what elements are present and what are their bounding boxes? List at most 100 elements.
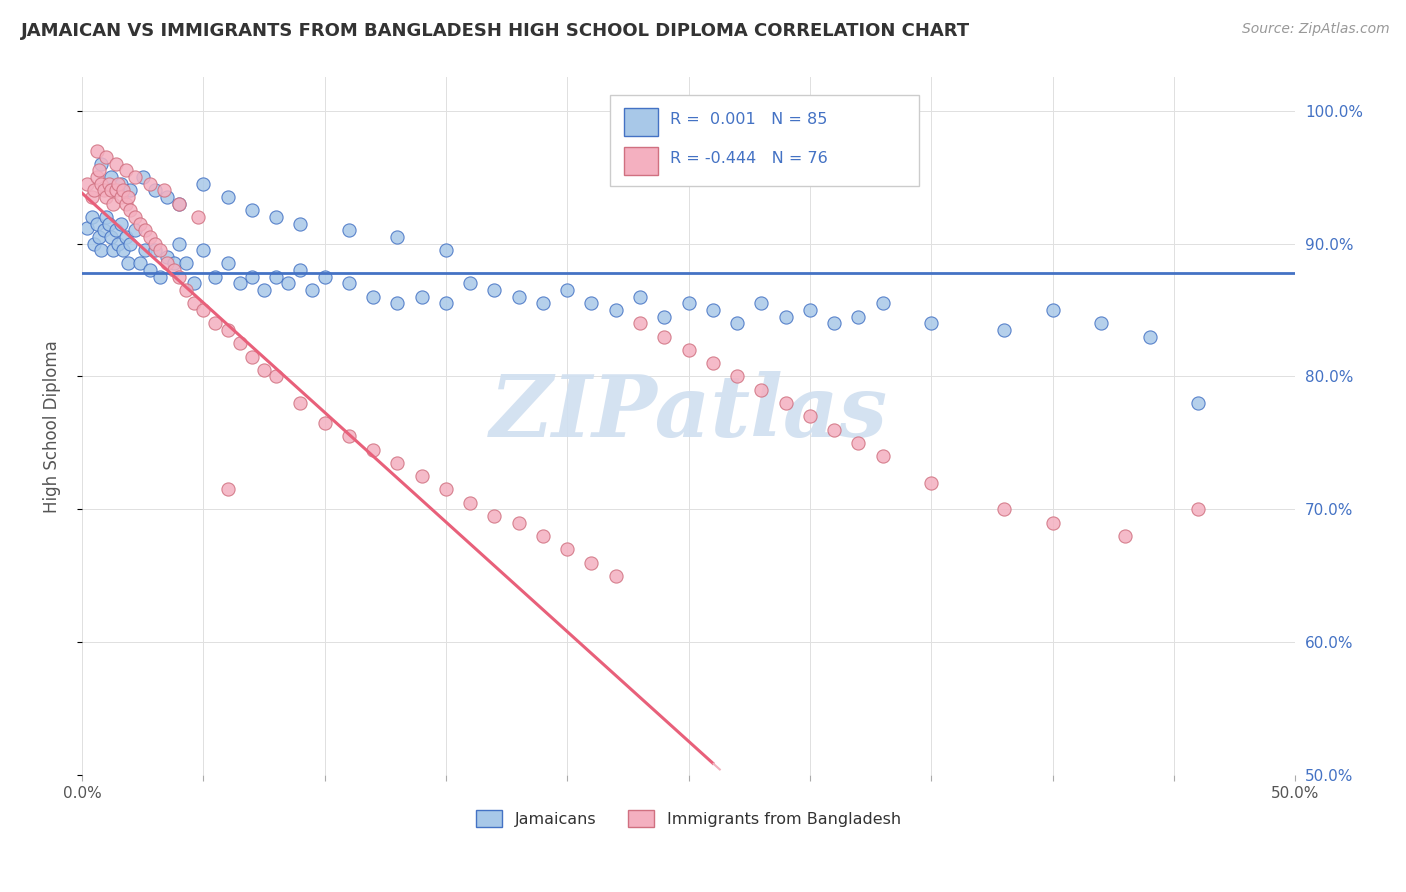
Point [174, 283, 197, 297]
Point [114, 163, 136, 178]
Point [484, 508, 506, 523]
Point [134, 243, 156, 257]
Point [93, 183, 115, 197]
Point [120, 183, 142, 197]
Point [799, 409, 821, 424]
Point [993, 323, 1015, 337]
Bar [624, 108, 658, 136]
Point [80, 210, 103, 224]
Point [90, 157, 112, 171]
Point [97, 177, 120, 191]
Point [143, 183, 166, 197]
Point [139, 230, 162, 244]
Point [96, 190, 118, 204]
Point [484, 283, 506, 297]
Point [86, 144, 108, 158]
Point [1114, 529, 1136, 543]
Point [129, 256, 152, 270]
Point [228, 336, 250, 351]
Point [100, 230, 122, 244]
Point [290, 396, 312, 410]
Point [387, 230, 409, 244]
Point [134, 223, 156, 237]
Point [86, 217, 108, 231]
Point [411, 290, 433, 304]
Point [264, 269, 287, 284]
Point [114, 196, 136, 211]
Point [93, 223, 115, 237]
Point [678, 343, 700, 357]
Point [531, 296, 554, 310]
Text: R = -0.444   N = 76: R = -0.444 N = 76 [671, 151, 828, 166]
Point [110, 190, 132, 204]
Point [361, 442, 384, 457]
Point [83, 183, 105, 197]
Point [156, 256, 179, 270]
Point [1187, 396, 1209, 410]
Point [90, 243, 112, 257]
Point [337, 223, 360, 237]
Point [264, 210, 287, 224]
Point [87, 230, 110, 244]
Point [411, 469, 433, 483]
Point [628, 290, 651, 304]
Point [76, 220, 98, 235]
Point [253, 363, 276, 377]
Point [555, 283, 578, 297]
Point [193, 303, 215, 318]
Point [104, 183, 127, 197]
Point [628, 316, 651, 330]
Point [749, 296, 772, 310]
Point [163, 256, 186, 270]
Point [434, 296, 457, 310]
Text: ZIPatlas: ZIPatlas [489, 370, 887, 454]
Point [228, 277, 250, 291]
Point [204, 316, 226, 330]
Point [458, 496, 481, 510]
Point [143, 243, 166, 257]
Point [167, 269, 190, 284]
Point [652, 310, 675, 324]
Point [129, 217, 152, 231]
Point [872, 449, 894, 463]
Point [83, 236, 105, 251]
Point [702, 356, 724, 370]
Point [139, 263, 162, 277]
Point [581, 296, 603, 310]
Point [217, 256, 239, 270]
Point [112, 243, 135, 257]
Point [337, 429, 360, 443]
Point [167, 196, 190, 211]
Point [174, 256, 197, 270]
Text: R =  0.001   N = 85: R = 0.001 N = 85 [671, 112, 828, 127]
Point [97, 217, 120, 231]
Point [387, 296, 409, 310]
Point [555, 542, 578, 557]
Point [131, 170, 153, 185]
Point [96, 150, 118, 164]
Point [264, 369, 287, 384]
Point [725, 369, 748, 384]
Point [100, 183, 122, 197]
Point [508, 516, 530, 530]
Point [823, 316, 845, 330]
Point [117, 190, 139, 204]
Point [531, 529, 554, 543]
Point [112, 183, 135, 197]
Point [100, 170, 122, 185]
Point [149, 269, 172, 284]
Point [110, 177, 132, 191]
Point [253, 283, 276, 297]
Point [107, 177, 129, 191]
Point [90, 177, 112, 191]
Point [124, 223, 146, 237]
Point [86, 170, 108, 185]
Point [581, 556, 603, 570]
Point [240, 269, 263, 284]
Point [96, 210, 118, 224]
Point [434, 243, 457, 257]
Point [508, 290, 530, 304]
Point [217, 483, 239, 497]
Point [217, 323, 239, 337]
Point [702, 303, 724, 318]
